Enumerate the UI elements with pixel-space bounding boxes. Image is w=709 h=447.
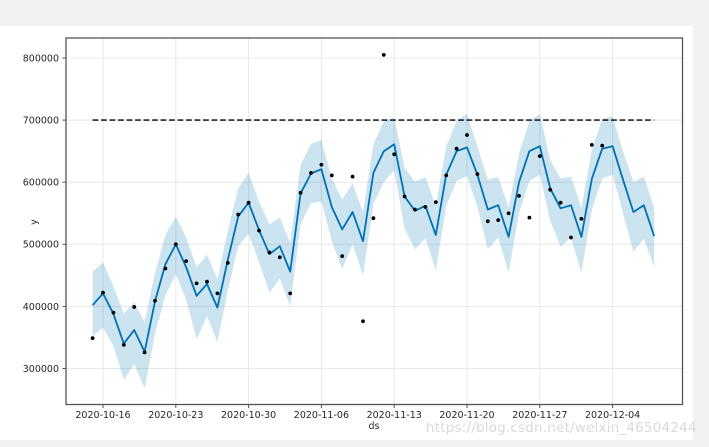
observed-point [381, 53, 386, 57]
observed-point [90, 336, 95, 340]
observed-point [569, 235, 573, 240]
observed-point [173, 242, 178, 247]
grid [66, 38, 683, 405]
observed-point [392, 152, 397, 157]
x-tick-label: 2020-11-27 [512, 410, 567, 421]
y-tick-label: 700000 [23, 116, 59, 127]
observed-point [485, 219, 490, 224]
observed-point [475, 172, 480, 177]
observed-point [163, 266, 168, 271]
observed-point [101, 290, 105, 295]
forecast-line [91, 143, 656, 353]
observed-point [589, 143, 594, 147]
observed-point [600, 143, 605, 148]
observed-point [537, 154, 542, 159]
observed-point [329, 173, 334, 178]
observed-point [413, 207, 417, 212]
observed-point [579, 216, 584, 221]
observed-point [142, 350, 147, 355]
ticks [62, 57, 614, 408]
x-tick-label: 2020-11-06 [294, 410, 349, 421]
observed-point [267, 250, 272, 255]
observed-point [454, 146, 459, 151]
watermark-text: https://blog.csdn.net/weixin_46504244 [426, 420, 697, 436]
observed-point [402, 194, 407, 199]
observed-point [225, 261, 230, 265]
plot-data [90, 53, 656, 389]
observed-point [423, 205, 428, 209]
observed-point [121, 343, 126, 347]
observed-point [132, 305, 137, 309]
observed-point [309, 171, 313, 175]
observed-point [215, 291, 220, 296]
uncertainty-band [92, 113, 655, 389]
observed-point [246, 200, 251, 205]
observed-point [517, 194, 521, 198]
x-axis-label: ds [369, 421, 380, 432]
observed-point [496, 218, 501, 223]
y-axis-label: y [29, 219, 40, 225]
observed-point [527, 215, 532, 220]
y-tick-label: 800000 [23, 53, 59, 64]
observed-point [277, 255, 282, 260]
observed-points [90, 53, 605, 355]
observed-point [350, 174, 355, 179]
observed-point [361, 319, 365, 324]
x-tick-label: 2020-11-20 [439, 410, 494, 421]
observed-point [340, 254, 345, 258]
axes-spines [65, 37, 684, 406]
observed-point [236, 212, 241, 217]
observed-point [319, 162, 324, 167]
x-tick-label: 2020-10-16 [75, 410, 130, 421]
observed-point [194, 281, 199, 286]
observed-point [111, 310, 116, 315]
y-tick-label: 500000 [23, 240, 59, 251]
y-tick-label: 300000 [23, 364, 59, 375]
observed-point [205, 279, 209, 284]
observed-point [371, 216, 376, 221]
tick-labels: 2020-10-16 2020-10-23 2020-10-30 2020-11-06… [23, 53, 640, 421]
x-tick-label: 2020-10-30 [221, 410, 276, 421]
observed-point [153, 298, 157, 303]
observed-point [184, 259, 189, 263]
observed-point [433, 200, 438, 205]
observed-point [506, 211, 511, 216]
y-tick-label: 400000 [23, 302, 59, 313]
observed-point [558, 200, 563, 205]
y-tick-label: 600000 [23, 178, 59, 189]
x-tick-label: 2020-11-13 [367, 410, 422, 421]
x-tick-label: 2020-10-23 [148, 410, 203, 421]
observed-point [257, 228, 261, 233]
observed-point [465, 133, 469, 137]
figure-background [0, 26, 693, 440]
observed-point [288, 291, 293, 296]
observed-point [548, 187, 553, 192]
observed-point [444, 173, 449, 178]
x-tick-label: 2020-12-04 [585, 410, 640, 421]
observed-point [298, 190, 303, 195]
